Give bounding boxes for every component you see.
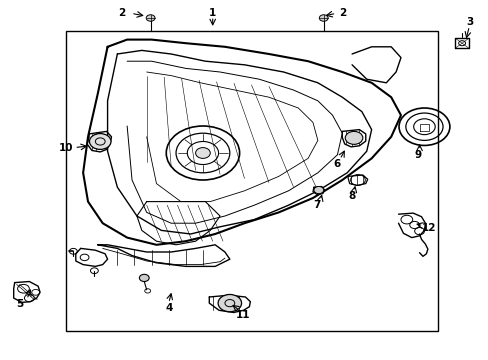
Text: 1: 1 [209, 8, 216, 18]
Circle shape [146, 15, 155, 21]
Circle shape [218, 294, 241, 312]
Text: 12: 12 [421, 222, 436, 233]
Text: 3: 3 [465, 17, 472, 27]
Circle shape [313, 186, 323, 194]
Circle shape [89, 134, 111, 149]
Circle shape [319, 15, 327, 21]
Text: 6: 6 [333, 159, 340, 169]
Circle shape [195, 148, 210, 158]
Text: 8: 8 [348, 191, 355, 201]
Text: 7: 7 [312, 200, 320, 210]
Text: 4: 4 [164, 303, 172, 313]
Text: 11: 11 [236, 310, 250, 320]
Circle shape [139, 274, 149, 282]
Text: 2: 2 [118, 8, 124, 18]
Text: 5: 5 [16, 299, 23, 309]
Text: 9: 9 [414, 150, 421, 160]
Text: 10: 10 [59, 143, 73, 153]
Circle shape [345, 131, 362, 144]
Bar [66, 31, 437, 331]
Text: 2: 2 [338, 8, 345, 18]
